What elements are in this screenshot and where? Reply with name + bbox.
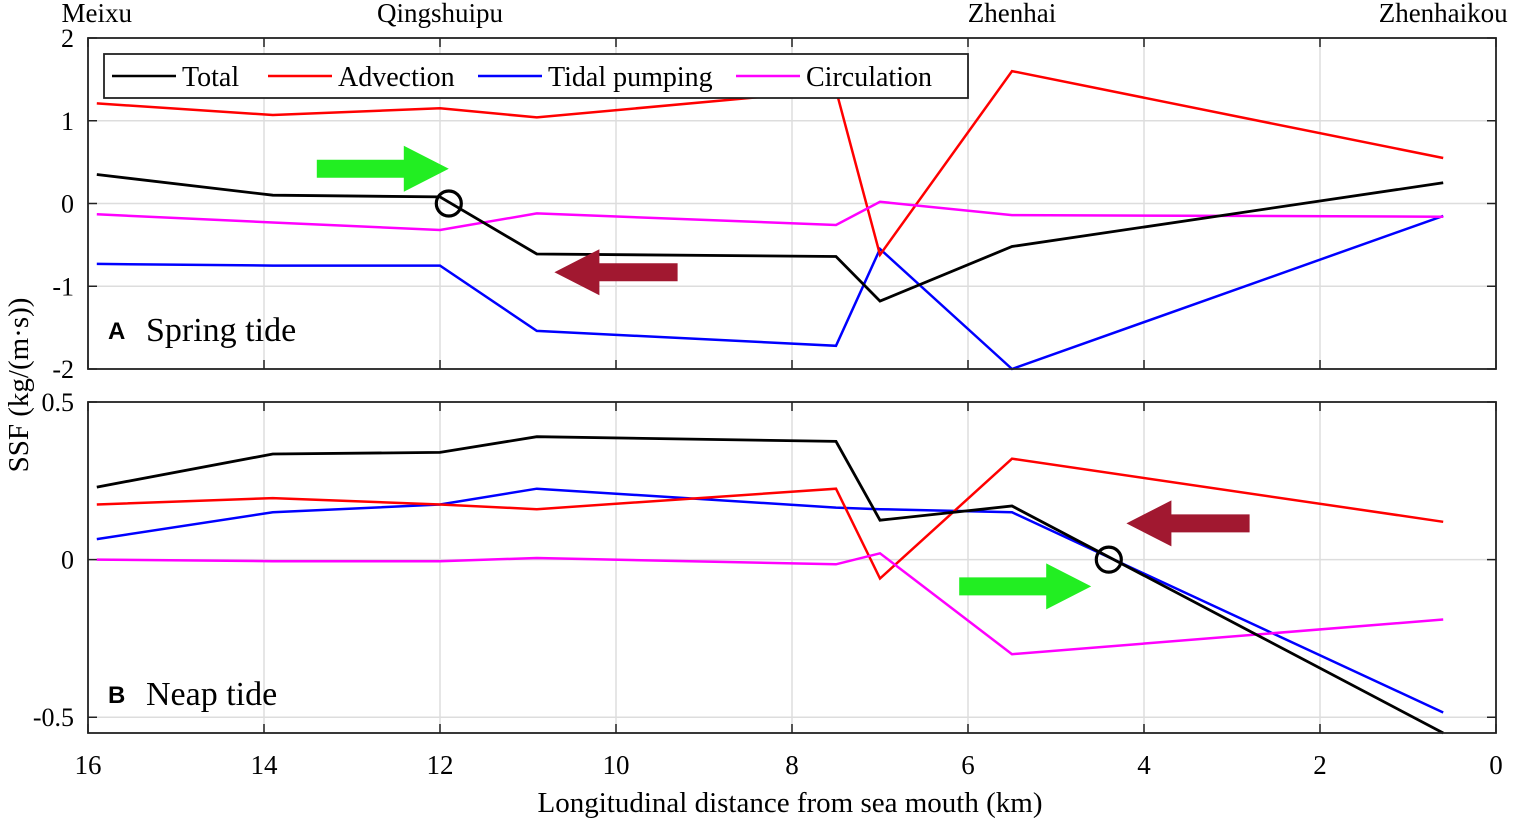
panel-title: Spring tide (146, 312, 296, 349)
station-label: Meixu (62, 0, 133, 28)
x-tick-label: 14 (251, 750, 279, 780)
x-axis: 16 14 12 10 8 6 4 2 0 (75, 750, 1503, 780)
station-label: Zhenhaikou (1379, 0, 1508, 28)
red-arrow-landward (554, 249, 678, 296)
red-arrow-landward (1126, 500, 1250, 547)
panel-b-neap-tide: 0.5 0 -0.5 B Neap tide (33, 388, 1497, 735)
y-axis-label: SSF (kg/(m·s)) (3, 298, 35, 473)
y-tick-label: 0.5 (42, 388, 75, 417)
series-line-total (96, 173, 1444, 303)
panel-a-spring-tide: 2 1 0 -1 -2 A Spring tide (52, 24, 1497, 384)
legend-entry: Total (182, 62, 239, 93)
legend-entry: Advection (338, 62, 455, 93)
y-tick-label: -1 (52, 272, 74, 301)
y-tick-label: 2 (61, 24, 74, 53)
x-tick-label: 12 (427, 750, 454, 780)
station-label: Zhenhai (968, 0, 1056, 28)
panel-letter: A (108, 318, 125, 345)
series-line-circulation (96, 200, 1444, 232)
x-tick-label: 6 (961, 750, 975, 780)
panel-title: Neap tide (146, 676, 277, 713)
series-line-circulation (96, 551, 1444, 656)
green-arrow-seaward (959, 563, 1092, 610)
x-tick-label: 8 (785, 750, 799, 780)
series-line-total (96, 435, 1444, 735)
x-tick-label: 10 (603, 750, 630, 780)
legend-entry: Circulation (806, 62, 932, 93)
legend: Total Advection Tidal pumping Circulation (103, 53, 969, 99)
y-tick-label: 0 (61, 190, 74, 219)
series-line-advection (96, 457, 1444, 581)
x-tick-label: 0 (1489, 750, 1503, 780)
station-label: Qingshuipu (377, 0, 504, 28)
station-labels: Meixu Qingshuipu Zhenhai Zhenhaikou (62, 0, 1509, 28)
y-tick-label: -0.5 (33, 703, 74, 732)
series-line-advection (96, 69, 1444, 258)
x-tick-label: 4 (1137, 750, 1151, 780)
y-tick-label: 0 (61, 546, 74, 575)
y-tick-label: -2 (52, 355, 74, 384)
y-tick-label: 1 (61, 107, 74, 136)
convergence-circle-marker (434, 189, 463, 218)
x-tick-label: 16 (75, 750, 102, 780)
axes-frame (87, 401, 1497, 734)
green-arrow-seaward (316, 145, 449, 192)
convergence-circle-marker (1094, 545, 1123, 574)
series-line-tidal-pumping (96, 214, 1444, 371)
legend-entry: Tidal pumping (548, 62, 713, 93)
axes-frame (87, 37, 1497, 370)
panel-letter: B (108, 682, 125, 709)
x-axis-label: Longitudinal distance from sea mouth (km… (538, 787, 1043, 818)
x-tick-label: 2 (1313, 750, 1327, 780)
